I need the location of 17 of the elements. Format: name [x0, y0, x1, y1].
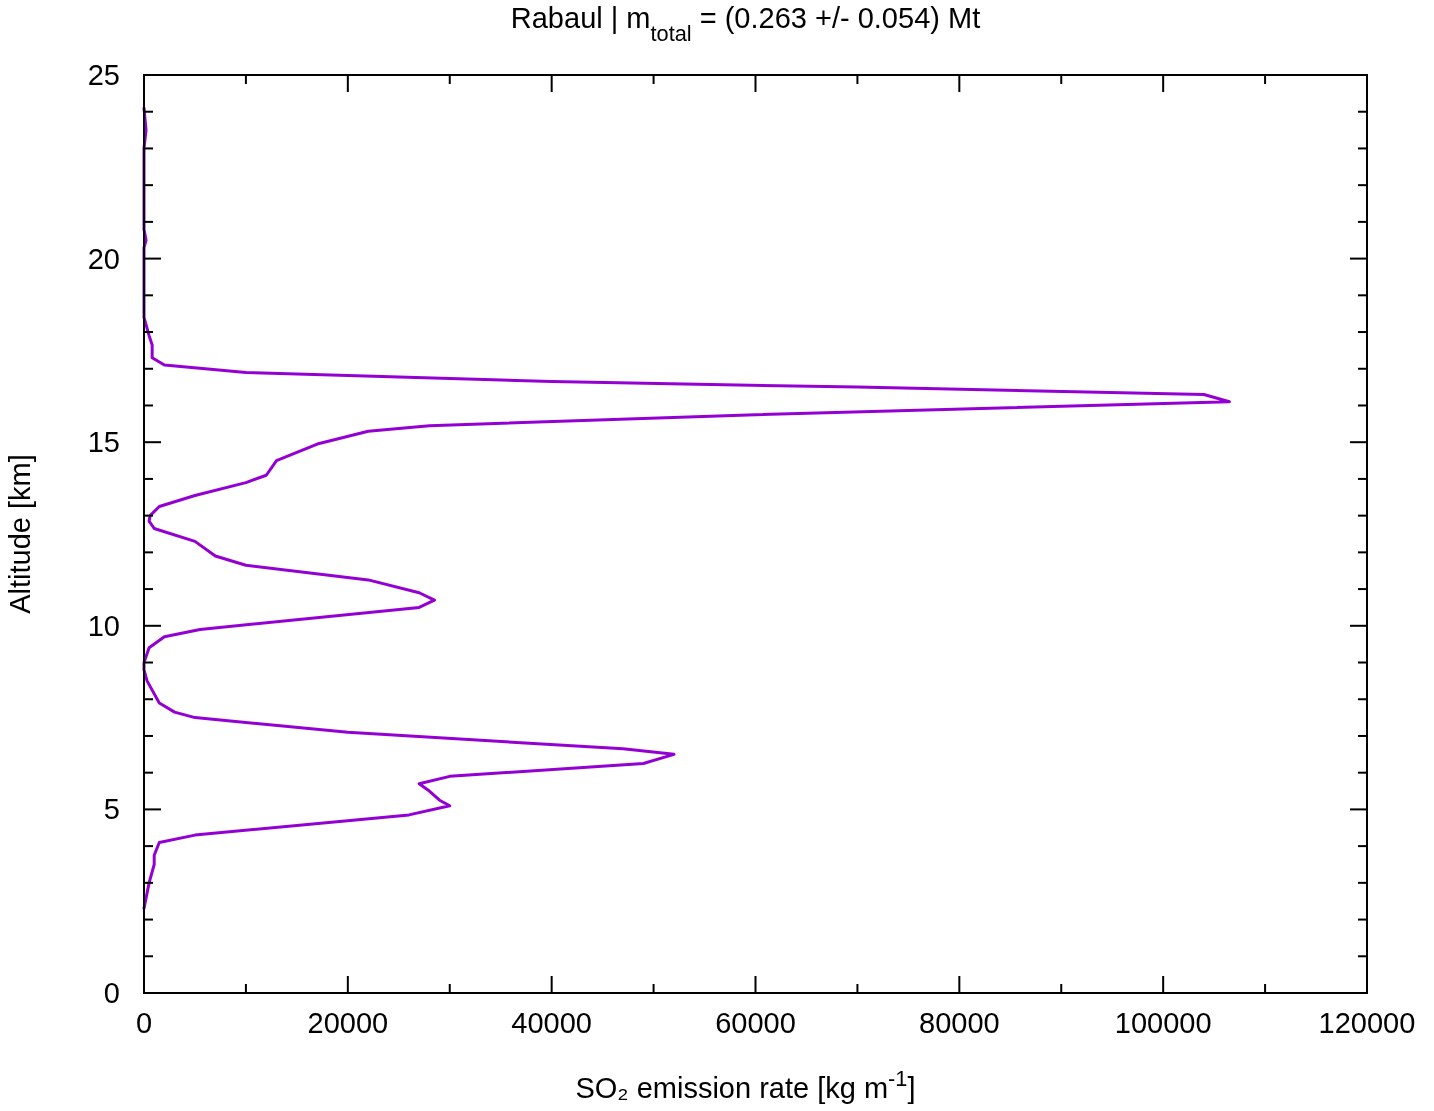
y-tick-label: 20 [87, 242, 120, 275]
x-tick-label: 0 [135, 1007, 153, 1039]
y-tick-label: 10 [87, 609, 120, 642]
chart-title: Rabaul | m$_{total}$ = (0.263 +/- 0.054) Mt [510, 2, 981, 46]
x-axis-title: SO₂ emission rate [kg m$^{-1}$] [575, 1065, 916, 1104]
x-tick-label: 20000 [307, 1007, 389, 1039]
x-tick-label: 100000 [1114, 1007, 1212, 1039]
y-tick-label: 0 [103, 977, 120, 1009]
line-series [142, 106, 1231, 911]
x-tick-label: 40000 [511, 1007, 592, 1039]
y-tick-label: 15 [87, 426, 120, 459]
y-tick-label: 25 [87, 59, 120, 91]
x-tick-label: 60000 [715, 1007, 796, 1039]
y-tick-label: 5 [103, 793, 120, 826]
x-tick-label: 120000 [1318, 1007, 1416, 1039]
x-tick-label: 80000 [919, 1007, 1000, 1039]
y-axis-title: Altitude [km] [4, 454, 36, 614]
